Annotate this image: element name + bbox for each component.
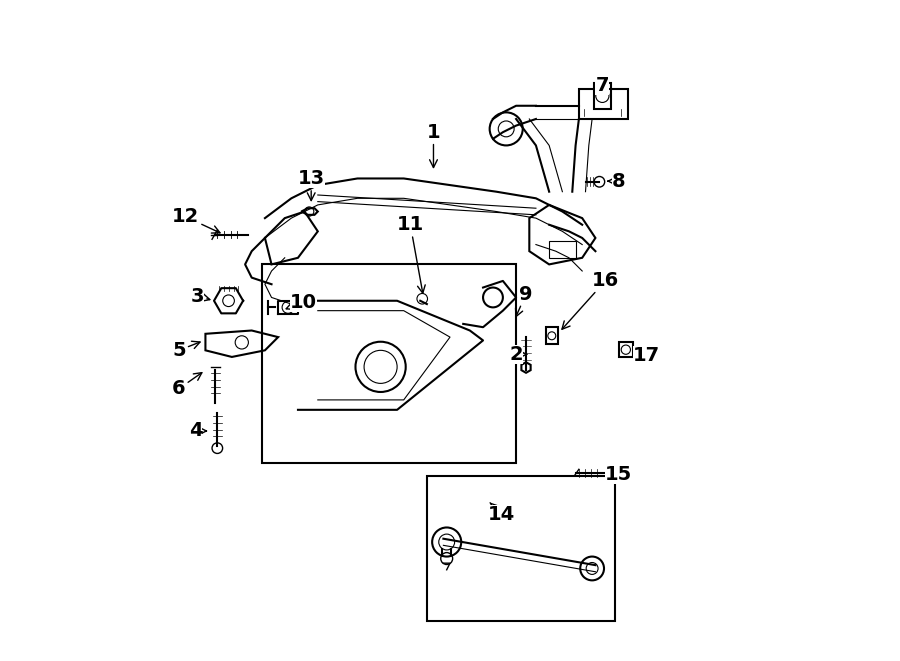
Text: 4: 4 [189, 422, 206, 440]
Text: 9: 9 [516, 285, 533, 317]
Text: 7: 7 [595, 77, 608, 95]
Text: 1: 1 [427, 123, 440, 167]
Text: 13: 13 [298, 169, 325, 200]
Text: 16: 16 [562, 272, 619, 329]
Text: 10: 10 [286, 293, 317, 311]
Bar [545, 327, 558, 344]
Text: 14: 14 [488, 503, 515, 524]
Bar [427, 476, 616, 621]
Text: 2: 2 [509, 345, 526, 364]
Bar [594, 83, 610, 109]
Text: 5: 5 [172, 341, 200, 360]
Bar [549, 241, 576, 258]
Bar [618, 342, 633, 357]
Text: 3: 3 [191, 287, 210, 305]
Text: 8: 8 [608, 172, 626, 190]
Bar [262, 264, 516, 463]
Text: 6: 6 [172, 373, 202, 398]
Text: 12: 12 [172, 208, 220, 233]
Text: 15: 15 [605, 465, 632, 484]
Bar [579, 89, 628, 119]
Text: 17: 17 [633, 346, 660, 365]
Text: 11: 11 [397, 215, 425, 293]
